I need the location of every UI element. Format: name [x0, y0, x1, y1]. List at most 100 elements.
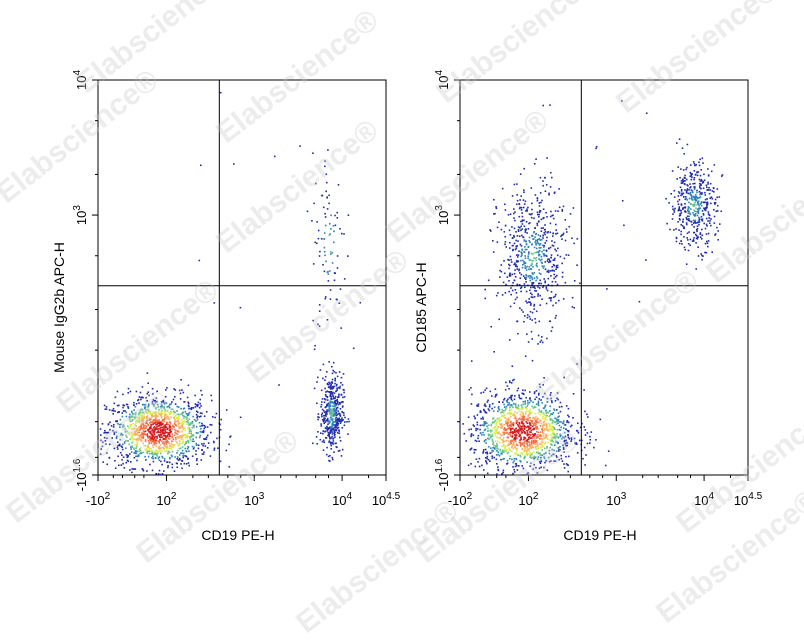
event-dot	[122, 456, 125, 458]
event-dot	[684, 210, 686, 212]
event-dot	[330, 431, 332, 433]
event-dot	[544, 242, 546, 244]
event-dot	[113, 433, 116, 435]
event-dot	[545, 211, 547, 214]
event-dot	[484, 403, 486, 405]
event-dot	[137, 437, 139, 440]
event-dot	[537, 444, 539, 446]
event-dot	[166, 406, 169, 408]
event-dot	[334, 379, 336, 382]
event-dot	[538, 282, 540, 285]
event-dot	[128, 443, 130, 446]
event-dot	[519, 243, 522, 246]
event-dot	[494, 212, 496, 215]
event-dot	[512, 248, 514, 251]
event-dot	[166, 435, 169, 437]
event-dot	[537, 213, 539, 216]
event-dot	[126, 459, 129, 462]
event-dot	[527, 402, 529, 404]
event-dot	[342, 373, 345, 375]
event-dot	[99, 453, 102, 455]
event-dot	[555, 440, 557, 442]
event-dot	[157, 447, 160, 449]
event-dot	[311, 220, 313, 222]
event-dot	[695, 195, 697, 198]
event-dot	[150, 437, 153, 439]
event-dot	[328, 441, 330, 443]
event-dot	[169, 424, 171, 426]
event-dot	[508, 449, 511, 451]
event-dot	[551, 426, 553, 428]
event-dot	[539, 413, 541, 416]
event-dot	[493, 213, 495, 215]
event-dot	[342, 396, 344, 399]
event-dot	[187, 414, 190, 416]
event-dot	[693, 221, 696, 223]
event-dot	[152, 420, 154, 423]
event-dot	[534, 251, 536, 254]
event-dot	[557, 422, 559, 424]
event-dot	[520, 415, 523, 418]
event-dot	[494, 388, 497, 390]
event-dot	[666, 222, 668, 225]
event-dot	[524, 389, 526, 392]
event-dot	[534, 227, 536, 229]
event-dot	[174, 434, 176, 437]
event-dot	[511, 394, 513, 397]
event-dot	[688, 201, 690, 204]
event-dot	[152, 412, 155, 414]
event-dot	[544, 452, 547, 454]
event-dot	[167, 466, 169, 469]
event-dot	[532, 282, 535, 284]
event-dot	[517, 230, 520, 232]
event-dot	[315, 436, 318, 438]
event-dot	[487, 408, 490, 410]
event-dot	[143, 412, 146, 415]
event-dot	[522, 438, 525, 441]
event-dot	[694, 182, 696, 185]
event-dot	[178, 457, 181, 460]
event-dot	[483, 409, 485, 412]
event-dot	[141, 414, 143, 417]
event-dot	[541, 250, 543, 253]
x-tick-label: 103	[244, 491, 264, 508]
event-dot	[178, 389, 181, 392]
event-dot	[161, 442, 164, 444]
event-dot	[527, 436, 530, 439]
event-dot	[121, 446, 123, 448]
event-dot	[706, 225, 708, 227]
event-dot	[690, 164, 692, 166]
event-dot	[135, 432, 137, 434]
event-dot	[146, 435, 149, 437]
event-dot	[485, 412, 488, 414]
event-dot	[515, 433, 517, 435]
event-dot	[129, 420, 132, 423]
event-dot	[542, 286, 544, 289]
event-dot	[154, 444, 156, 446]
event-dot	[161, 455, 163, 458]
event-dot	[519, 429, 521, 432]
event-dot	[533, 451, 535, 453]
event-dot	[174, 424, 177, 426]
event-dot	[544, 416, 547, 419]
event-dot	[155, 450, 158, 452]
event-dot	[516, 183, 518, 185]
event-dot	[501, 423, 503, 426]
event-dot	[714, 202, 717, 204]
event-dot	[147, 436, 150, 439]
event-dot	[527, 472, 529, 474]
event-dot	[498, 431, 500, 433]
event-dot	[199, 398, 201, 401]
event-dot	[529, 446, 532, 449]
event-dot	[140, 419, 143, 421]
event-dot	[330, 228, 332, 230]
event-dot	[701, 182, 704, 184]
event-dot	[521, 408, 524, 411]
event-dot	[173, 388, 175, 390]
event-dot	[698, 218, 701, 220]
event-dot	[185, 450, 187, 452]
event-dot	[690, 186, 692, 188]
event-dot	[516, 235, 519, 237]
event-dot	[102, 461, 104, 463]
event-dot	[200, 431, 202, 433]
